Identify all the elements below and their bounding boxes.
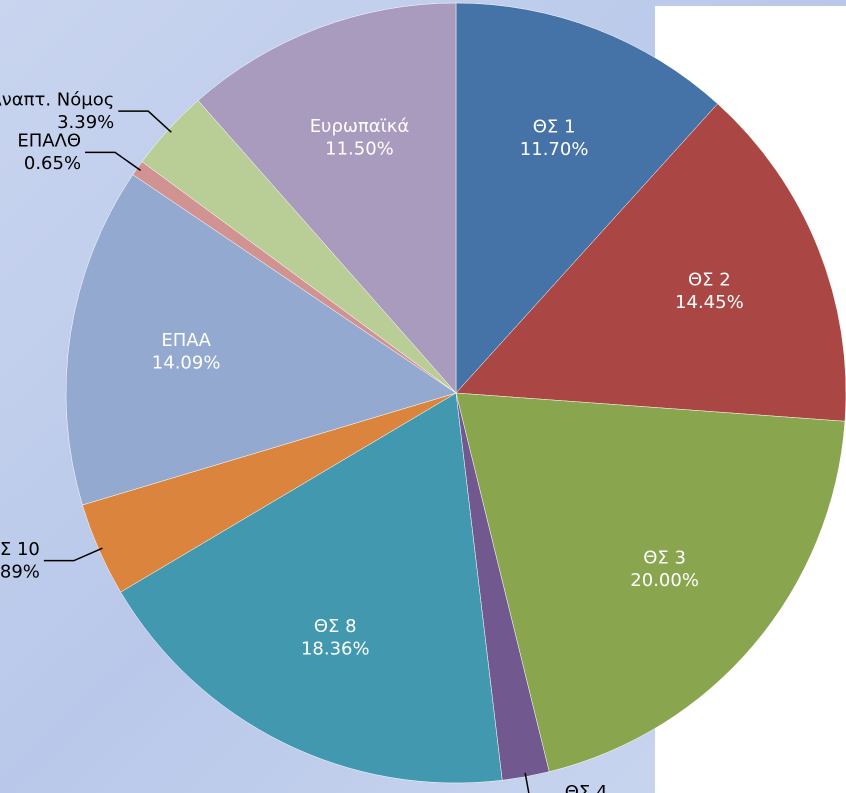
- value-label: 3.39%: [57, 112, 114, 133]
- category-label: ΘΣ 1: [533, 116, 576, 137]
- slice-label: ΘΣ 3 20.00%: [630, 547, 699, 591]
- value-label: 3.89%: [0, 561, 40, 582]
- value-label: 11.70%: [520, 139, 589, 160]
- slice-label: Ευρωπαϊκά 11.50%: [310, 116, 410, 160]
- value-label: 14.45%: [675, 292, 744, 313]
- pie-slice: [120, 392, 503, 784]
- slice-label: ΘΣ 41.95%: [565, 782, 622, 793]
- leader-line: [85, 151, 141, 171]
- slice-label: ΘΣ 8 18.36%: [301, 616, 370, 660]
- slice-label: ΘΣ 2 14.45%: [675, 270, 744, 314]
- category-label: ΘΣ 2: [688, 270, 731, 291]
- value-label: 11.50%: [325, 138, 394, 159]
- category-label: Αναπτ. Νόμος: [0, 89, 114, 110]
- slice-label: ΘΣ 1 11.70%: [520, 116, 589, 160]
- pie-slice: [455, 392, 846, 773]
- category-label: Ευρωπαϊκά: [310, 116, 410, 137]
- pie-slice: [197, 2, 457, 394]
- pie-slice: [65, 174, 457, 506]
- value-label: 14.09%: [152, 353, 221, 374]
- leader-line: [524, 772, 530, 793]
- slice-label: ΕΠΑΛΘ 0.65%: [17, 131, 81, 175]
- value-label: 20.00%: [630, 570, 699, 591]
- slice-label: ΕΠΑΑ 14.09%: [152, 330, 221, 374]
- category-label: ΘΣ 10: [0, 539, 40, 560]
- slice-label: Αναπτ. Νόμος 3.39%: [0, 89, 114, 133]
- slice-label: ΘΣ 103.89%: [0, 539, 40, 583]
- value-label: 0.65%: [24, 153, 81, 174]
- category-label: ΘΣ 8: [314, 616, 357, 637]
- category-label: ΘΣ 3: [643, 547, 686, 568]
- leader-line: [43, 547, 103, 562]
- category-label: ΕΠΑΑ: [161, 330, 211, 351]
- leader-line: [118, 110, 172, 133]
- pie-slice: [455, 2, 718, 394]
- category-label: ΘΣ 4: [565, 782, 608, 793]
- category-label: ΕΠΑΛΘ: [17, 131, 81, 152]
- value-label: 18.36%: [301, 639, 370, 660]
